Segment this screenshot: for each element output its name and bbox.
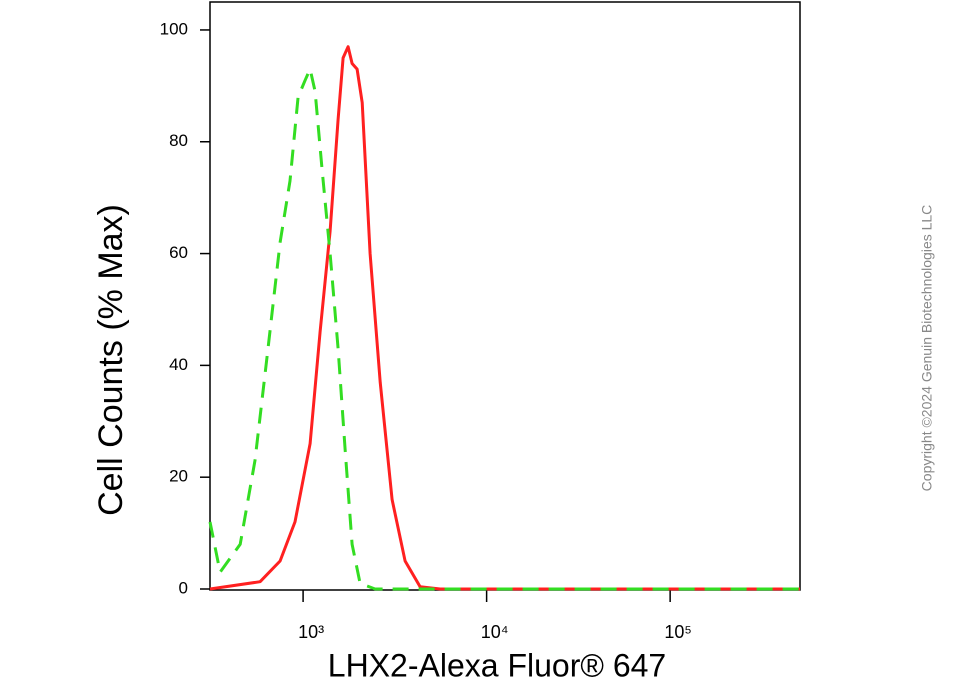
y-tick-label: 0: [179, 578, 188, 597]
y-tick-label: 100: [160, 19, 188, 38]
y-tick-label: 80: [169, 131, 188, 150]
copyright: Copyright ©2024 Genuin Biotechnologies L…: [919, 205, 935, 492]
y-axis-label: Cell Counts (% Max): [92, 204, 130, 516]
x-tick-label: 10³: [298, 622, 324, 642]
series-line: [208, 67, 800, 591]
y-tick-label: 40: [169, 355, 188, 374]
x-tick-label: 10⁵: [664, 622, 691, 642]
series-line: [209, 45, 800, 591]
x-tick-label: 10⁴: [481, 622, 509, 642]
y-tick-label: 20: [169, 467, 188, 486]
y-tick-label: 60: [169, 243, 188, 262]
x-axis-label: LHX2-Alexa Fluor® 647: [328, 647, 666, 683]
